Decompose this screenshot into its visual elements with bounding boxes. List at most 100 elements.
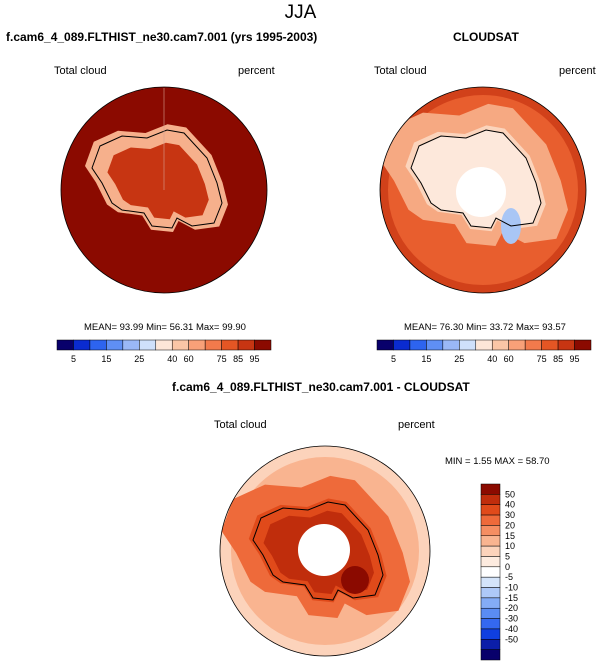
map-difference-max-patch	[341, 566, 369, 594]
panel-2-max-value: 93.57	[542, 322, 566, 333]
panel-1-variable-label: Total cloud	[54, 65, 107, 77]
colorbar-cloudsat-swatch	[557, 339, 575, 351]
colorbar-cloudsat-swatch	[491, 339, 509, 351]
map-cloudsat	[380, 87, 586, 293]
colorbar-cloudsat-tick-label: 15	[421, 354, 431, 364]
colorbar-difference-tick-label: 0	[505, 562, 510, 572]
diff-panel-variable-label: Total cloud	[214, 419, 267, 431]
panel-2-variable-label: Total cloud	[374, 65, 427, 77]
colorbar-model-swatch	[73, 339, 91, 351]
colorbar-difference-swatch	[480, 649, 501, 661]
colorbar-model-swatch	[122, 339, 140, 351]
colorbar-model-tick-label: 25	[134, 354, 144, 364]
colorbar-cloudsat-swatch	[393, 339, 411, 351]
colorbar-difference-swatch	[480, 597, 501, 609]
colorbar-model-swatch	[139, 339, 157, 351]
panel-2-stats: MEAN= 76.30 Min= 33.72 Max= 93.57	[404, 322, 566, 333]
colorbar-cloudsat-swatch	[524, 339, 542, 351]
panel-1-units-label: percent	[238, 65, 275, 77]
colorbar-difference-tick-label: -5	[505, 572, 513, 582]
colorbar-cloudsat-tick-label: 95	[570, 354, 580, 364]
panel-2-mean-label: MEAN=	[404, 322, 437, 333]
colorbar-difference-tick-label: 15	[505, 531, 515, 541]
colorbar-model-swatch	[106, 339, 124, 351]
colorbar-cloudsat-tick-label: 5	[391, 354, 396, 364]
colorbar-difference-swatch	[480, 525, 501, 537]
panel-1-min-value: 56.31	[169, 322, 194, 333]
colorbar-model-tick-label: 15	[101, 354, 111, 364]
panel-1-title: f.cam6_4_089.FLTHIST_ne30.cam7.001 (yrs …	[6, 30, 318, 44]
panel-1-stats: MEAN= 93.99 Min= 56.31 Max= 99.90	[84, 322, 246, 333]
map-difference	[220, 446, 430, 656]
panel-1-mean-value: 93.99	[119, 322, 144, 333]
colorbar-difference-swatch	[480, 576, 501, 588]
season-title: JJA	[284, 2, 317, 23]
colorbar-model: 5 15 25 40 60 75 85 95	[56, 339, 272, 364]
colorbar-model-swatch	[56, 339, 74, 351]
colorbar-model-swatch	[237, 339, 255, 351]
map-difference-pole-hole	[298, 524, 350, 576]
colorbar-difference-swatch	[480, 494, 501, 505]
map-cloudsat-border	[379, 86, 587, 294]
colorbar-difference-tick-label: -20	[505, 603, 518, 613]
colorbar-difference-tick-label: -10	[505, 583, 518, 593]
colorbar-cloudsat-swatch	[475, 339, 493, 351]
panel-2-units-label: percent	[559, 65, 596, 77]
colorbar-model-swatch	[254, 339, 272, 351]
colorbar-model-swatch	[89, 339, 107, 351]
colorbar-difference-swatch	[480, 504, 501, 516]
colorbar-model-swatch	[155, 339, 173, 351]
panel-2-min-value: 33.72	[489, 322, 514, 333]
diff-panel-title: f.cam6_4_089.FLTHIST_ne30.cam7.001 - CLO…	[172, 380, 470, 394]
colorbar-difference-tick-label: 40	[505, 500, 515, 510]
colorbar-difference-swatch	[480, 566, 501, 578]
colorbar-difference-swatch	[480, 514, 501, 526]
colorbar-difference-tick-label: -40	[505, 624, 518, 634]
panel-2-min-label: Min=	[466, 322, 487, 333]
colorbar-model-swatch	[171, 339, 189, 351]
colorbar-cloudsat-tick-label: 25	[454, 354, 464, 364]
colorbar-cloudsat-tick-label: 85	[553, 354, 563, 364]
colorbar-cloudsat-tick-label: 60	[504, 354, 514, 364]
colorbar-difference-swatch	[480, 618, 501, 630]
colorbar-difference-tick-label: 5	[505, 551, 510, 561]
map-model	[61, 87, 267, 293]
panel-1-mean-label: MEAN=	[84, 322, 117, 333]
panel-1-min-label: Min=	[146, 322, 167, 333]
colorbar-model-swatch	[188, 339, 206, 351]
colorbar-difference-swatch	[480, 587, 501, 599]
colorbar-difference-tick-label: -15	[505, 593, 518, 603]
colorbar-cloudsat-swatch	[541, 339, 559, 351]
colorbar-difference-swatch	[480, 535, 501, 547]
colorbar-difference-swatch	[480, 545, 501, 557]
colorbar-difference-tick-label: 30	[505, 510, 515, 520]
colorbar-cloudsat-swatch	[442, 339, 460, 351]
colorbar-cloudsat-swatch	[508, 339, 526, 351]
panel-1-max-label: Max=	[195, 322, 220, 333]
colorbar-cloudsat-swatch	[376, 339, 394, 351]
map-cloudsat-pole-hole	[456, 167, 506, 217]
colorbar-cloudsat-swatch	[409, 339, 427, 351]
colorbar-difference-swatch	[480, 483, 501, 495]
colorbar-model-tick-label: 85	[233, 354, 243, 364]
colorbar-model-swatch	[204, 339, 222, 351]
colorbar-cloudsat-tick-label: 40	[487, 354, 497, 364]
colorbar-model-swatch	[221, 339, 239, 351]
colorbar-difference-tick-label: -50	[505, 634, 518, 644]
panel-2-mean-value: 76.30	[439, 322, 464, 333]
colorbar-difference-swatch	[480, 628, 501, 640]
colorbar-model-tick-label: 75	[217, 354, 227, 364]
colorbar-difference-tick-label: 10	[505, 541, 515, 551]
colorbar-model-tick-label: 40	[167, 354, 177, 364]
diff-panel-range: MIN = 1.55 MAX = 58.70	[445, 456, 550, 467]
colorbar-difference-tick-label: -30	[505, 614, 518, 624]
diff-panel-units-label: percent	[398, 419, 435, 431]
colorbar-model-tick-label: 60	[184, 354, 194, 364]
colorbar-difference-swatch	[480, 607, 501, 619]
panel-2-title: CLOUDSAT	[453, 30, 519, 44]
colorbar-model-tick-label: 95	[250, 354, 260, 364]
colorbar-model-tick-label: 5	[71, 354, 76, 364]
map-difference-border	[219, 445, 431, 657]
colorbar-difference-tick-label: 20	[505, 520, 515, 530]
colorbar-cloudsat: 5 15 25 40 60 75 85 95	[376, 339, 592, 364]
